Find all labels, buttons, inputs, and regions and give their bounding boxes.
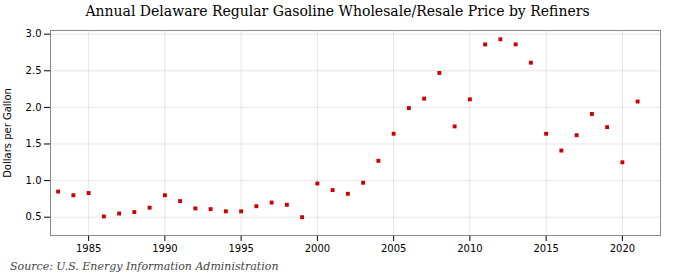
html-text:Source: U.S. Energy Informatio: Source: U.S. Energy Information Administ… (10, 260, 279, 273)
html-text:Annual Delaware Regular Gasoli: Annual Delaware Regular Gasoline Wholesa… (85, 3, 590, 19)
svg-text:2.5: 2.5 (26, 65, 42, 76)
svg-text:2020: 2020 (610, 243, 635, 254)
svg-text:1.0: 1.0 (26, 175, 42, 186)
svg-text:1990: 1990 (152, 243, 177, 254)
svg-text:Dollars per Gallon: Dollars per Gallon (2, 88, 13, 178)
svg-text:1985: 1985 (76, 243, 101, 254)
svg-text:2.0: 2.0 (26, 102, 42, 113)
svg-text:1.5: 1.5 (26, 138, 42, 149)
svg-text:2005: 2005 (381, 243, 406, 254)
svg-text:0.5: 0.5 (26, 211, 42, 222)
svg-text:2000: 2000 (305, 243, 330, 254)
svg-text:2010: 2010 (457, 243, 482, 254)
svg-text:3.0: 3.0 (26, 28, 42, 39)
svg-text:2015: 2015 (533, 243, 558, 254)
svg-text:1995: 1995 (228, 243, 253, 254)
